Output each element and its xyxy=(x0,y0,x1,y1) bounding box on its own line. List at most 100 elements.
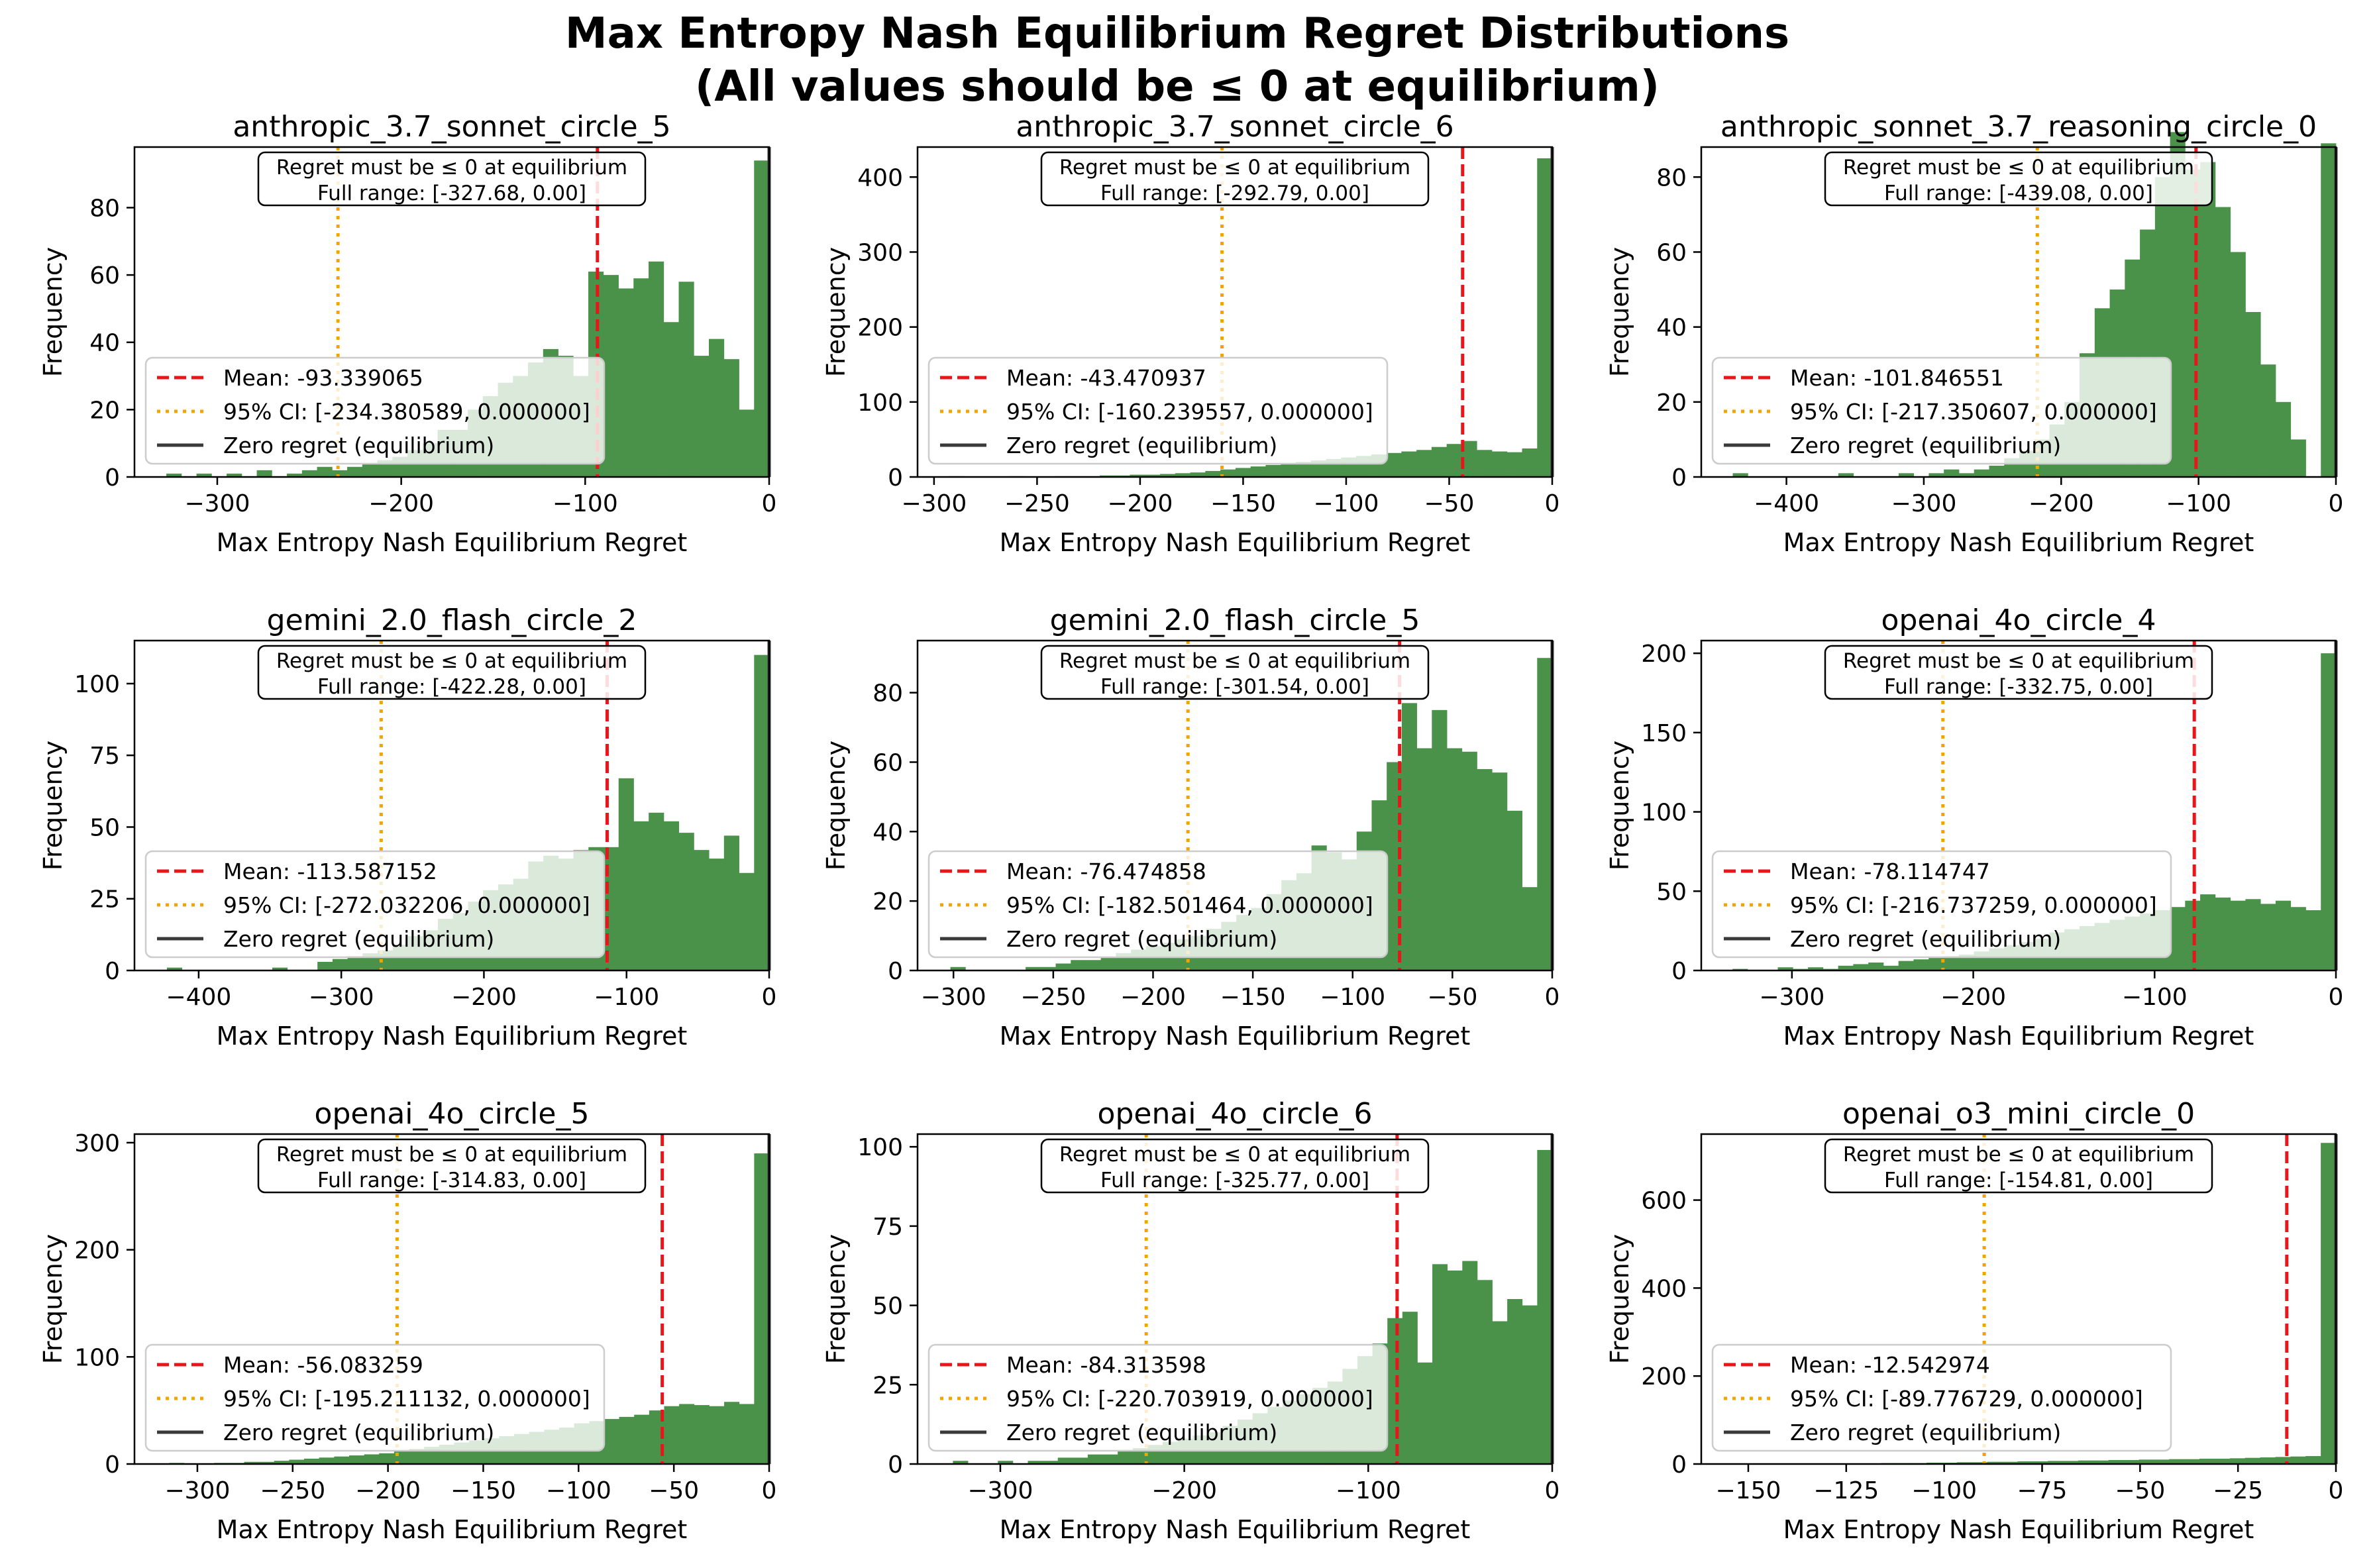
x-tick-label: −300 xyxy=(901,490,967,517)
y-tick-label: 60 xyxy=(1656,239,1687,266)
subplot-title: anthropic_3.7_sonnet_circle_6 xyxy=(1016,110,1453,144)
x-tick-label: 0 xyxy=(2329,1477,2344,1504)
histogram-bar xyxy=(1073,1457,1088,1464)
histogram-bar xyxy=(1447,748,1463,970)
histogram-bar xyxy=(663,322,679,477)
histogram-bar xyxy=(723,835,739,970)
histogram-bar xyxy=(1506,452,1522,477)
y-tick-label: 0 xyxy=(888,1451,903,1479)
y-tick-label: 50 xyxy=(872,1293,903,1320)
histogram-bar xyxy=(1265,464,1281,477)
x-tick-label: −100 xyxy=(1911,1477,1977,1504)
histogram-bar xyxy=(1387,1318,1403,1464)
x-tick-label: 0 xyxy=(2329,490,2344,517)
legend-zero-regret-label: Zero regret (equilibrium) xyxy=(223,433,494,458)
legend-zero-regret-label: Zero regret (equilibrium) xyxy=(1006,926,1277,952)
full-range-label: Full range: [-301.54, 0.00] xyxy=(1100,675,1369,699)
legend-mean-label: Mean: -84.313598 xyxy=(1006,1352,1206,1378)
histogram-bar xyxy=(304,1458,320,1464)
histogram-bar xyxy=(618,288,634,477)
legend-mean-label: Mean: -78.114747 xyxy=(1790,859,1990,884)
histogram-bar xyxy=(2260,364,2276,477)
x-axis-label: Max Entropy Nash Equilibrium Regret xyxy=(1783,1515,2254,1544)
histogram-bar xyxy=(1461,751,1477,970)
histogram-bar xyxy=(1102,1454,1118,1464)
x-axis-label: Max Entropy Nash Equilibrium Regret xyxy=(1000,1021,1471,1051)
histogram-bar xyxy=(2063,1461,2079,1464)
y-tick-label: 300 xyxy=(74,1130,120,1157)
legend-mean-label: Mean: -93.339065 xyxy=(223,365,423,391)
histogram-bar xyxy=(2048,1461,2064,1464)
x-tick-label: −100 xyxy=(546,1477,611,1504)
histogram-bar xyxy=(1401,703,1418,970)
full-range-label: Full range: [-422.28, 0.00] xyxy=(317,675,586,699)
histogram-bar xyxy=(739,1404,755,1464)
histogram-bar xyxy=(1838,473,1854,477)
histogram-bar xyxy=(274,1461,290,1464)
histogram-bar xyxy=(2108,1460,2124,1464)
histogram-bar xyxy=(679,1404,695,1464)
histogram-bar xyxy=(2199,1459,2215,1464)
histogram-bar xyxy=(604,1419,619,1464)
histogram-bar xyxy=(259,1461,275,1464)
x-tick-label: −100 xyxy=(553,490,618,517)
histogram-bar xyxy=(739,409,755,477)
x-axis-label: Max Entropy Nash Equilibrium Regret xyxy=(1783,1021,2254,1051)
equilibrium-note: Regret must be ≤ 0 at equilibrium xyxy=(1843,156,2194,180)
y-tick-label: 200 xyxy=(1641,1363,1687,1390)
histogram-bar xyxy=(2215,207,2231,477)
full-range-label: Full range: [-325.77, 0.00] xyxy=(1100,1169,1369,1192)
x-tick-label: −50 xyxy=(1424,490,1474,517)
histogram-bar xyxy=(1537,1149,1553,1464)
histogram-bar xyxy=(1087,1454,1103,1464)
histogram-bar xyxy=(317,962,333,970)
x-tick-label: −400 xyxy=(1754,490,1819,517)
y-tick-label: 100 xyxy=(857,390,903,417)
histogram-bar xyxy=(1477,1280,1493,1464)
histogram-bar xyxy=(2245,1457,2260,1464)
x-tick-label: −100 xyxy=(1320,984,1385,1011)
histogram-bar xyxy=(1132,1448,1148,1464)
x-tick-label: −125 xyxy=(1813,1477,1879,1504)
y-axis-label: Frequency xyxy=(821,247,851,377)
histogram-bar xyxy=(2275,900,2292,970)
subplot-4: −400 −300 −200 −100 0 0 25 50 75 100 gemini_2.0_fl… xyxy=(38,603,776,1051)
equilibrium-note: Regret must be ≤ 0 at equilibrium xyxy=(276,1143,627,1167)
y-tick-label: 60 xyxy=(89,262,120,289)
histogram-bar xyxy=(2002,1461,2018,1464)
subplot-title: gemini_2.0_flash_circle_5 xyxy=(1050,603,1420,637)
histogram-bar xyxy=(1386,452,1402,477)
axes-frame xyxy=(916,1133,1554,1465)
y-tick-label: 0 xyxy=(888,958,903,985)
annotation-box xyxy=(1040,1138,1430,1194)
axes-frame xyxy=(916,146,1554,478)
equilibrium-note: Regret must be ≤ 0 at equilibrium xyxy=(1059,649,1410,673)
legend-zero-regret-label: Zero regret (equilibrium) xyxy=(1006,433,1277,458)
histogram-bar xyxy=(2169,1459,2185,1464)
legend xyxy=(144,356,606,465)
histogram-bar xyxy=(2275,401,2292,477)
axes-frame xyxy=(1700,639,2337,972)
histogram-bar xyxy=(1401,451,1417,477)
histogram-bar xyxy=(347,466,363,477)
x-tick-label: −150 xyxy=(1210,490,1276,517)
x-tick-label: −200 xyxy=(1107,490,1173,517)
histogram-bar xyxy=(1838,965,1854,970)
histogram-bar xyxy=(166,967,183,970)
histogram-bar xyxy=(1732,473,1748,477)
histogram-bar xyxy=(1987,1461,2003,1464)
legend xyxy=(144,850,606,959)
y-axis-label: Frequency xyxy=(38,741,68,870)
y-axis-label: Frequency xyxy=(1605,741,1634,870)
histogram-bar xyxy=(1777,967,1793,970)
histogram-bar xyxy=(2184,1459,2200,1464)
subplot-title: openai_4o_circle_6 xyxy=(1098,1097,1373,1131)
histogram-bar xyxy=(1055,963,1071,970)
histogram-bar xyxy=(1522,887,1538,970)
y-tick-label: 400 xyxy=(1641,1275,1687,1302)
histogram-bar xyxy=(1402,1312,1418,1464)
histogram-bar xyxy=(709,339,725,477)
y-tick-label: 0 xyxy=(1671,464,1687,492)
y-axis-label: Frequency xyxy=(821,741,851,870)
legend-mean-label: Mean: -101.846551 xyxy=(1790,365,2004,391)
